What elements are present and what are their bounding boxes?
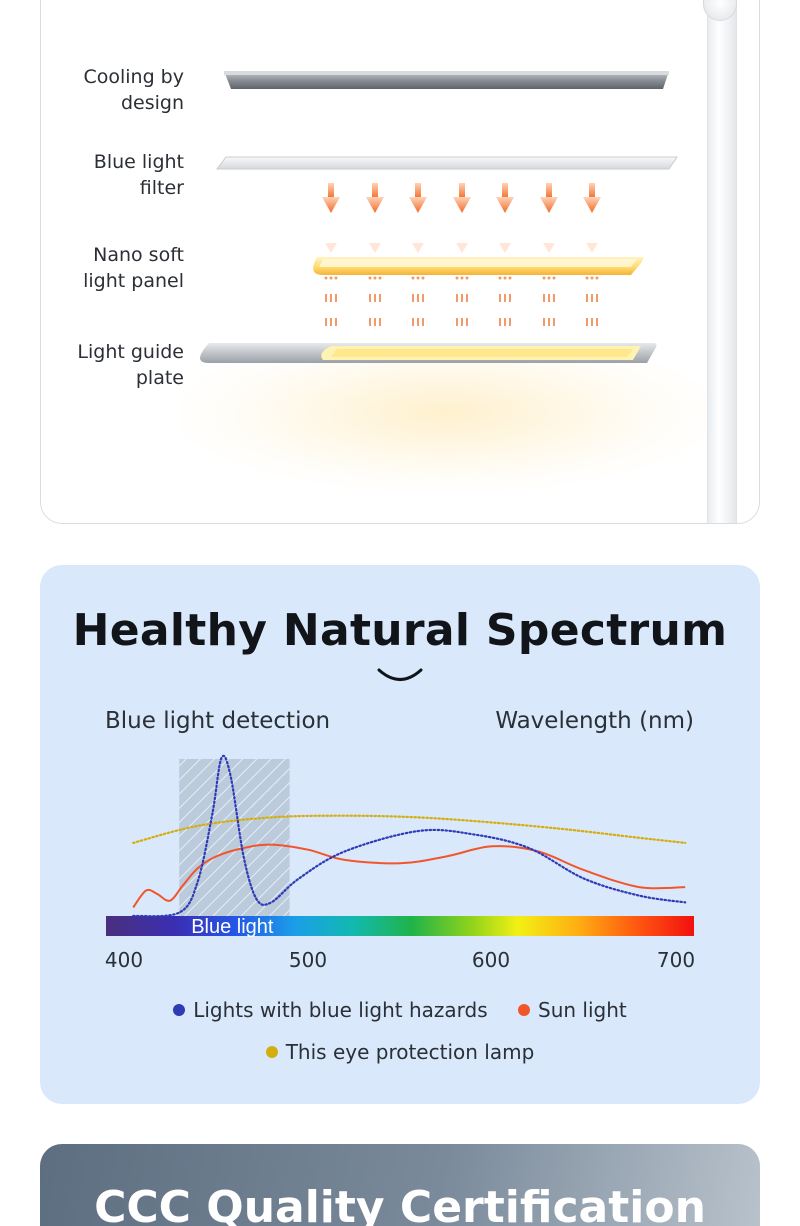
layer-label-cooling: Cooling by design [83,66,184,114]
spectrum-color-bar [106,916,694,936]
layer-diagram-card: Cooling by design Blue light filter Nano… [40,0,760,524]
legend-item-hazard: Lights with blue light hazards [173,998,488,1022]
legend-dot-yellow-icon [265,1046,278,1058]
heatsink-layer [224,71,669,89]
certification-card: CCC Quality Certification [40,1144,760,1226]
light-guide-layer [200,343,657,363]
series-line-0 [132,754,687,918]
blue-light-band-label: Blue light [191,916,274,938]
legend-item-sun: Sun light [518,998,627,1022]
legend-label-lamp: This eye protection lamp [285,1040,535,1064]
wavelength-caption: Wavelength (nm) [495,708,694,734]
certification-title: CCC Quality Certification [94,1182,706,1226]
x-tick-500: 500 [288,948,328,972]
panel-faint-arrows [325,243,598,253]
blue-light-band [179,759,290,916]
legend-label-sun: Sun light [538,998,627,1022]
layer-label-filter: Blue light filter [93,151,184,199]
smile-underline-icon [377,668,423,681]
layer-illustration [200,71,678,363]
series-line-1 [132,843,686,909]
spectrum-chart: Blue light [106,754,694,938]
legend-dot-orange-icon [518,1004,531,1016]
blue-light-band-rect [179,759,290,916]
spectrum-card: Healthy Natural Spectrum Blue light dete… [40,565,760,1104]
series-line-2 [132,814,687,844]
legend-dot-blue-icon [173,1004,186,1016]
layer-label-panel: Nano soft light panel [83,244,184,292]
legend-row-2: This eye protection lamp [40,1039,760,1064]
nano-panel-layer [313,257,644,275]
legend-label-hazard: Lights with blue light hazards [193,998,488,1022]
spectrum-lines [132,754,687,918]
filter-layer [216,156,678,170]
blue-light-detection-caption: Blue light detection [105,708,331,734]
panel-dotted-arrows [324,276,599,326]
x-tick-700: 700 [656,948,696,972]
x-tick-600: 600 [471,948,511,972]
light-glow [181,361,711,491]
layer-label-guide: Light guide plate [77,341,184,389]
legend-item-lamp: This eye protection lamp [265,1040,535,1064]
spectrum-title: Healthy Natural Spectrum [72,605,728,656]
filter-arrows [322,183,601,213]
lamp-pole [707,0,737,523]
legend-row-1: Lights with blue light hazards Sun light [40,997,760,1022]
x-tick-400: 400 [104,948,144,972]
